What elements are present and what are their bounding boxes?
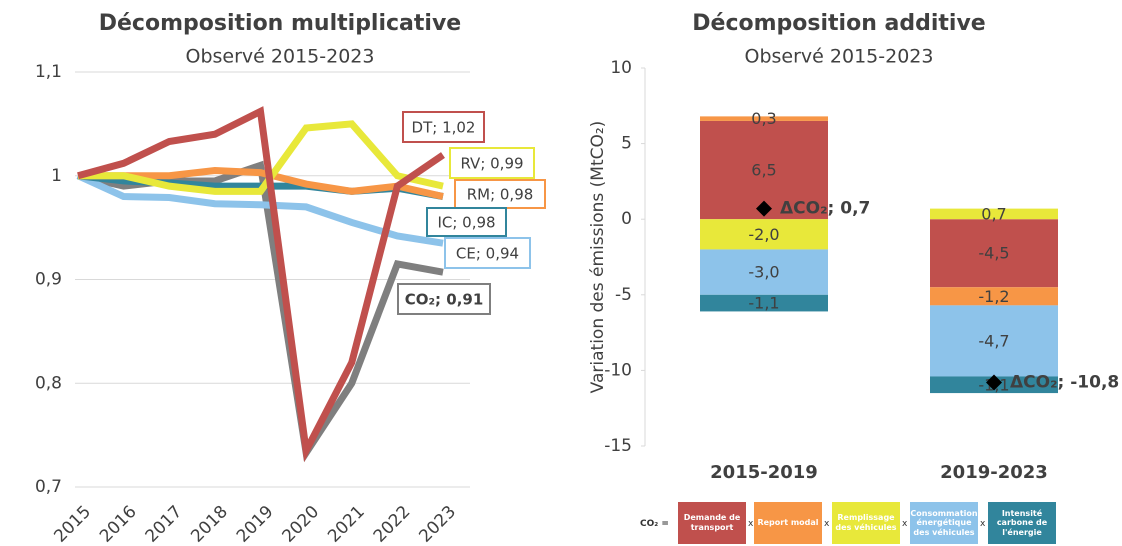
chart-subtitle: Observé 2015-2023 <box>186 46 375 68</box>
legend-separator: x <box>824 519 830 529</box>
label-box <box>454 179 546 209</box>
y-tick-label: 0 <box>621 209 632 229</box>
x-tick-label: 2022 <box>370 502 415 546</box>
x-tick-label: 2019 <box>233 502 278 546</box>
legend-separator: x <box>902 519 908 529</box>
y-tick-label: 0,9 <box>35 270 62 290</box>
legend-prefix: CO₂ = <box>640 519 669 529</box>
end-label: CE; 0,94 <box>456 245 519 263</box>
bar-segment <box>700 219 828 250</box>
label-box <box>402 111 485 143</box>
chart-subtitle: Observé 2015-2023 <box>745 46 934 68</box>
total-marker <box>756 200 772 217</box>
bar-segment <box>700 249 828 295</box>
bar-segment <box>700 294 828 312</box>
end-label: RV; 0,99 <box>460 155 523 173</box>
y-tick-label: -10 <box>604 360 632 380</box>
legend-separator: x <box>748 519 754 529</box>
x-tick-label: 2015 <box>50 502 95 546</box>
chart-title: Décomposition additive <box>692 11 985 36</box>
value-label: 0,7 <box>981 204 1006 223</box>
legend-item: Report modal <box>754 502 822 544</box>
x-tick-label: 2018 <box>187 502 232 546</box>
end-label: IC; 0,98 <box>437 214 495 232</box>
bar-segment <box>930 305 1058 377</box>
value-label: 6,5 <box>751 161 776 180</box>
legend-item: Demande de transport <box>678 502 746 544</box>
value-label: 0,3 <box>751 109 776 128</box>
total-marker <box>986 374 1002 391</box>
y-tick-label: 1 <box>51 166 62 186</box>
bar-segment <box>700 116 828 121</box>
y-tick-label: 0,7 <box>35 477 62 497</box>
total-label: ΔCO₂; 0,7 <box>780 199 870 219</box>
y-axis-label: Variation des émissions (MtCO₂) <box>588 121 608 394</box>
value-label: -4,7 <box>978 331 1009 350</box>
y-tick-label: -5 <box>615 285 632 305</box>
value-label: -1,1 <box>748 294 779 313</box>
legend-item: Remplissage des véhicules <box>832 502 900 544</box>
y-tick-label: -15 <box>604 436 632 456</box>
value-label: -4,5 <box>978 244 1009 263</box>
end-label: DT; 1,02 <box>412 119 476 137</box>
end-label: CO₂; 0,91 <box>405 291 484 309</box>
value-label: -2,0 <box>748 225 779 244</box>
line <box>77 106 445 463</box>
legend-separator: x <box>980 519 986 529</box>
bar-segment <box>930 208 1058 220</box>
end-label: RM; 0,98 <box>467 186 534 204</box>
chart-title: Décomposition multiplicative <box>99 11 461 36</box>
value-label: -3,0 <box>748 263 779 282</box>
value-label: -1,2 <box>978 287 1009 306</box>
legend-item: Consommation énergétique des véhicules <box>910 502 978 544</box>
legend-item: Intensité carbone de l'énergie <box>988 502 1056 544</box>
x-tick-label: 2023 <box>415 502 460 546</box>
y-tick-label: 10 <box>610 58 632 78</box>
y-tick-label: 0,8 <box>35 373 62 393</box>
y-tick-label: 1,1 <box>35 62 62 82</box>
x-tick-label: 2017 <box>142 502 187 546</box>
bar-segment <box>930 219 1058 288</box>
label-box <box>397 283 491 315</box>
label-box <box>449 147 535 179</box>
bar-segment <box>930 287 1058 306</box>
x-tick-label: 2019-2023 <box>940 462 1048 483</box>
y-tick-label: 5 <box>621 134 632 154</box>
x-tick-label: 2020 <box>278 502 323 546</box>
label-box <box>426 207 507 237</box>
x-tick-label: 2015-2019 <box>710 462 818 483</box>
label-box <box>444 237 531 269</box>
line <box>78 120 444 195</box>
x-tick-label: 2021 <box>324 502 369 546</box>
x-tick-label: 2016 <box>96 502 141 546</box>
total-label: ΔCO₂; -10,8 <box>1010 372 1119 392</box>
